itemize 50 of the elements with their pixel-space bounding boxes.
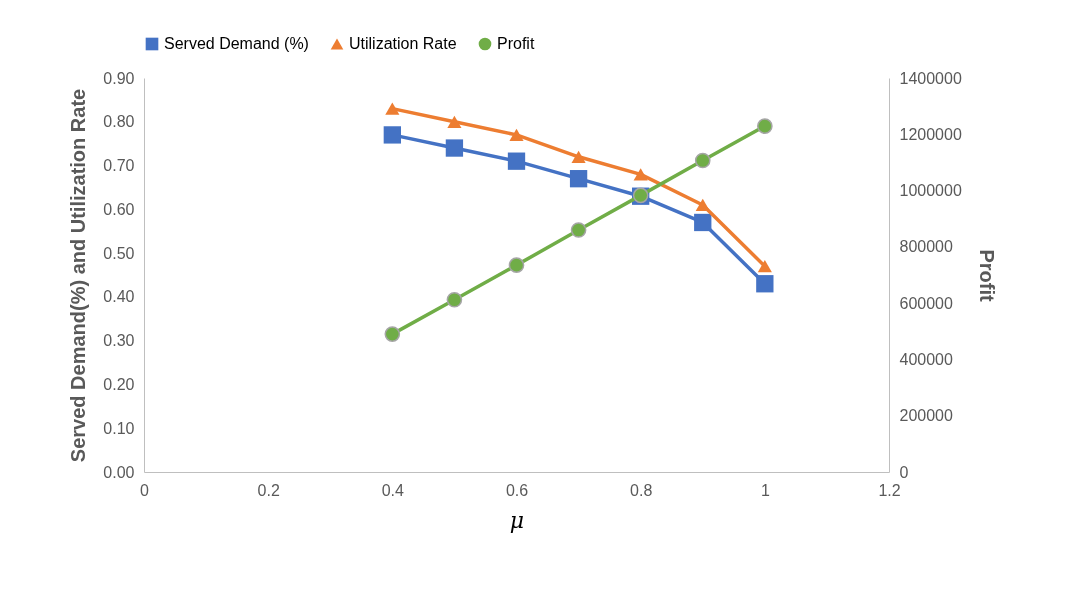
x-tick-label: 0: [140, 481, 150, 499]
point: [694, 213, 712, 232]
point: [509, 128, 524, 142]
point: [385, 102, 400, 115]
y-tick-label: 0.20: [103, 375, 135, 393]
y-tick-label: 0.90: [103, 69, 135, 87]
y-tick-label: 0.40: [103, 288, 135, 306]
y-tick-label: 0.70: [103, 157, 135, 175]
y2-axis-title: Profit: [975, 249, 998, 302]
x-tick-label: 1.2: [878, 481, 901, 499]
legend-label: Served Demand (%): [164, 35, 309, 52]
point: [507, 152, 526, 170]
x-tick-label: 0.8: [630, 481, 653, 499]
point: [633, 168, 648, 181]
y2-tick-label: 800000: [899, 238, 953, 256]
point: [694, 152, 711, 169]
y2-tick-label: 0: [899, 463, 909, 481]
y2-tick-label: 1200000: [899, 125, 962, 143]
y-axis-title: Served Demand(%) and Utilization Rate: [67, 88, 90, 463]
x-tick-label: 0.2: [257, 481, 280, 499]
x-tick-label: 0.6: [505, 481, 529, 499]
point: [569, 170, 588, 188]
point: [757, 260, 772, 273]
x-tick-label: 1: [760, 481, 770, 499]
y2-tick-label: 200000: [899, 407, 953, 425]
y-tick-label: 0.00: [103, 463, 135, 481]
y-tick-label: 0.80: [103, 113, 135, 131]
y2-tick-label: 1400000: [899, 69, 962, 87]
point: [383, 126, 401, 144]
y2-tick-label: 400000: [899, 350, 953, 368]
y2-tick-label: 600000: [899, 294, 953, 312]
y2-tick-label: 1000000: [899, 182, 962, 200]
point: [445, 139, 464, 157]
x-tick-label: 0.4: [381, 481, 405, 499]
point: [571, 150, 586, 163]
y-tick-label: 0.10: [103, 419, 135, 437]
point: [757, 118, 773, 134]
y-tick-label: 0.30: [103, 332, 135, 350]
point: [695, 198, 710, 212]
point: [447, 115, 462, 128]
point: [384, 326, 401, 342]
legend-label: Profit: [497, 35, 535, 52]
y-tick-label: 0.50: [103, 244, 135, 262]
point: [570, 222, 587, 238]
point: [756, 275, 774, 293]
legend-label: Utilization Rate: [349, 35, 457, 52]
x-axis-title: μ: [509, 507, 525, 533]
point: [446, 291, 463, 308]
point: [508, 257, 525, 273]
y-tick-label: 0.60: [103, 200, 135, 218]
